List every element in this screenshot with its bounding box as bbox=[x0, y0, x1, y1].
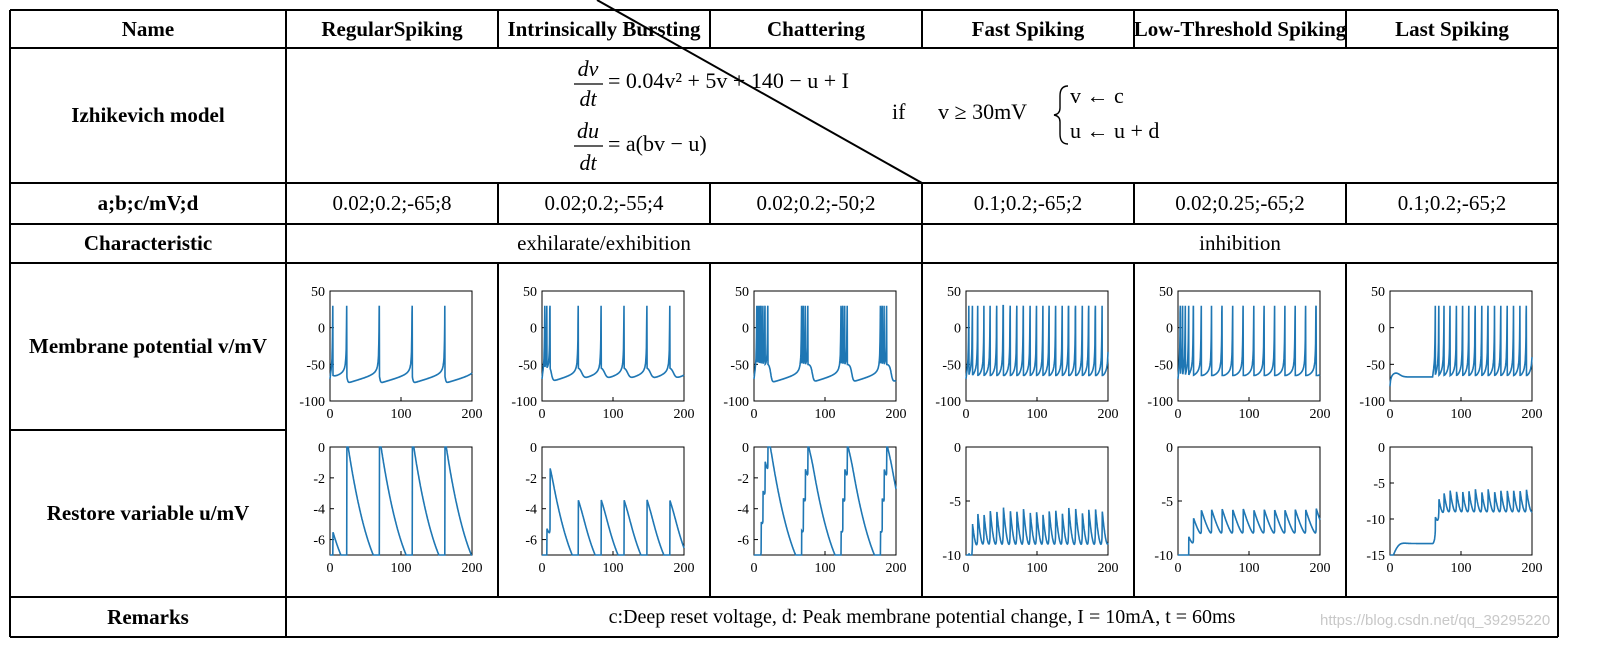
params-fast-spiking: 0.1;0.2;-65;2 bbox=[973, 191, 1083, 215]
params-intrinsically-bursting: 0.02;0.2;-55;4 bbox=[544, 191, 664, 215]
params-low-threshold-spiking: 0.02;0.25;-65;2 bbox=[1175, 191, 1305, 215]
header-fast-spiking: Fast Spiking bbox=[971, 16, 1085, 41]
remarks-label: Remarks bbox=[107, 604, 189, 629]
restore-variable-label: Restore variable u/mV bbox=[46, 501, 250, 525]
header-low-threshold-spiking: Low-Threshold Spiking bbox=[1134, 16, 1346, 41]
header-last-spiking: Last Spiking bbox=[1395, 16, 1509, 41]
header-regular-spiking: RegularSpiking bbox=[321, 16, 463, 41]
characteristic-excitatory: exhilarate/exhibition bbox=[517, 231, 691, 255]
characteristic-inhibitory: inhibition bbox=[1199, 231, 1281, 255]
watermark: https://blog.csdn.net/qq_39295220 bbox=[1320, 612, 1551, 629]
grid-line bbox=[596, 0, 923, 184]
remarks-text: c:Deep reset voltage, d: Peak membrane p… bbox=[608, 605, 1236, 628]
params-last-spiking: 0.1;0.2;-65;2 bbox=[1397, 191, 1507, 215]
params-label: a;b;c/mV;d bbox=[97, 191, 199, 215]
header-name: Name bbox=[121, 16, 175, 41]
membrane-potential-label: Membrane potential v/mV bbox=[29, 334, 267, 358]
model-label: Izhikevich model bbox=[71, 103, 225, 127]
header-intrinsically-bursting: Intrinsically Bursting bbox=[507, 16, 701, 41]
params-chattering: 0.02;0.2;-50;2 bbox=[756, 191, 876, 215]
params-regular-spiking: 0.02;0.2;-65;8 bbox=[332, 191, 452, 215]
characteristic-label: Characteristic bbox=[83, 231, 213, 255]
header-chattering: Chattering bbox=[767, 16, 865, 41]
